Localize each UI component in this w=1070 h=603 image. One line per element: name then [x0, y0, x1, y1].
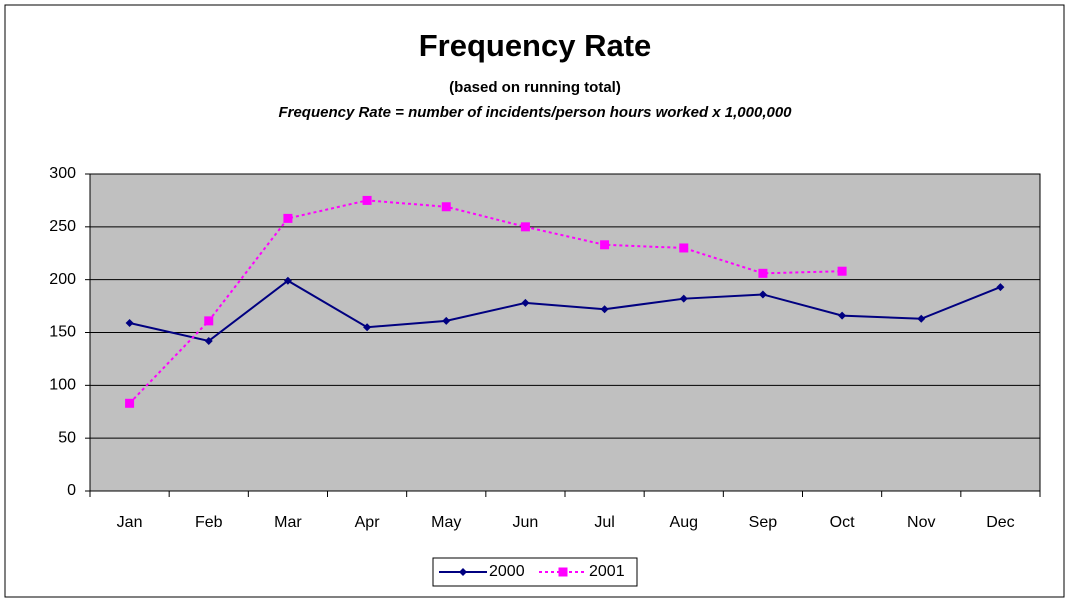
data-point [283, 276, 292, 285]
series-line [128, 199, 843, 404]
y-tick-label: 150 [49, 324, 76, 341]
data-point [125, 398, 135, 408]
data-point [917, 314, 926, 323]
data-point [679, 294, 688, 303]
data-point [362, 195, 372, 205]
legend-label: 2001 [589, 563, 625, 580]
x-tick-label: Feb [195, 514, 223, 531]
x-tick-label: Sep [749, 514, 778, 531]
y-tick-label: 0 [67, 482, 76, 499]
data-point [125, 318, 134, 327]
x-tick-label: Dec [986, 514, 1014, 531]
x-tick-label: Oct [830, 514, 855, 531]
data-point [204, 336, 213, 345]
chart-subtitle: (based on running total) [449, 79, 621, 96]
data-point [441, 202, 451, 212]
series-line [129, 279, 1001, 343]
y-tick-label: 50 [58, 429, 76, 446]
data-point [758, 268, 768, 278]
data-point [679, 243, 689, 253]
x-tick-label: May [431, 514, 461, 531]
data-point [838, 311, 847, 320]
y-tick-label: 100 [49, 377, 76, 394]
data-point [600, 305, 609, 314]
data-point [837, 266, 847, 276]
data-point [521, 298, 530, 307]
legend-marker [459, 568, 467, 576]
data-point [996, 283, 1005, 292]
chart-title: Frequency Rate [419, 28, 652, 63]
data-point [363, 323, 372, 332]
legend-label: 2000 [489, 563, 525, 580]
data-point [204, 316, 214, 326]
x-tick-label: Jun [513, 514, 539, 531]
chart-annotation: Frequency Rate = number of incidents/per… [278, 104, 792, 121]
x-tick-label: Jul [594, 514, 614, 531]
legend-marker [558, 567, 568, 577]
data-point [520, 222, 530, 232]
data-point [283, 213, 293, 223]
y-tick-label: 200 [49, 271, 76, 288]
data-point [600, 240, 610, 250]
y-tick-label: 250 [49, 218, 76, 235]
x-tick-label: Jan [117, 514, 143, 531]
data-point [758, 290, 767, 299]
x-tick-label: Aug [670, 514, 698, 531]
x-tick-label: Mar [274, 514, 302, 531]
data-point [442, 316, 451, 325]
x-tick-label: Nov [907, 514, 935, 531]
y-tick-label: 300 [49, 165, 76, 182]
x-tick-label: Apr [355, 514, 381, 531]
